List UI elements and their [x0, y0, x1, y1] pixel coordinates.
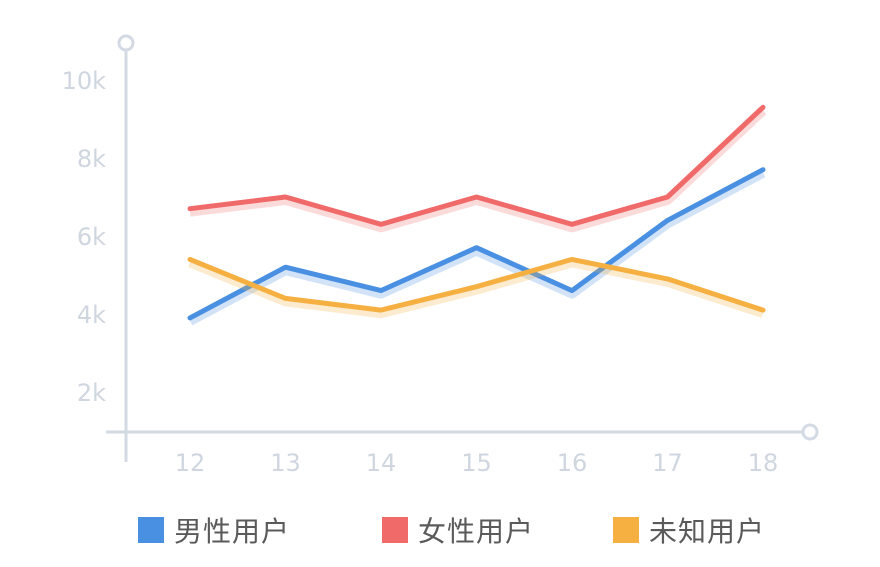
line-chart: 2k 4k 6k 8k 10k 12 13 14 15 16 17 18 — [62, 34, 819, 477]
x-tick-label: 16 — [557, 449, 588, 477]
y-tick-label: 4k — [77, 301, 106, 329]
legend-label-female: 女性用户 — [418, 515, 535, 548]
y-tick-label: 10k — [62, 67, 107, 95]
y-tick-label: 8k — [77, 145, 106, 173]
y-axis-end-marker — [117, 34, 135, 52]
x-tick-label: 17 — [652, 449, 683, 477]
x-tick-label: 15 — [461, 449, 492, 477]
legend-swatch-female — [382, 517, 408, 543]
series-line-shadow-female — [189, 106, 767, 233]
series-lines — [187, 104, 767, 326]
x-tick-label: 12 — [175, 449, 206, 477]
x-tick-label: 18 — [748, 449, 779, 477]
legend-item-male[interactable]: 男性用户 — [138, 505, 290, 555]
y-tick-label: 2k — [77, 379, 106, 407]
legend-item-female[interactable]: 女性用户 — [382, 505, 534, 555]
y-tick-labels: 2k 4k 6k 8k 10k — [62, 67, 107, 407]
legend-swatch-male — [138, 517, 164, 543]
axes — [106, 34, 819, 462]
x-axis-end-marker — [801, 423, 819, 441]
x-tick-label: 13 — [270, 449, 301, 477]
legend: 男性用户 女性用户 未知用户 — [0, 505, 880, 555]
x-tick-labels: 12 13 14 15 16 17 18 — [175, 449, 779, 477]
legend-swatch-unknown — [613, 517, 639, 543]
series-line-female — [187, 104, 766, 227]
series-line-shadow-unknown — [188, 257, 765, 319]
legend-item-unknown[interactable]: 未知用户 — [613, 505, 765, 555]
legend-label-unknown: 未知用户 — [649, 515, 766, 548]
y-tick-label: 6k — [77, 223, 106, 251]
x-tick-label: 14 — [366, 449, 397, 477]
legend-label-male: 男性用户 — [174, 515, 291, 548]
